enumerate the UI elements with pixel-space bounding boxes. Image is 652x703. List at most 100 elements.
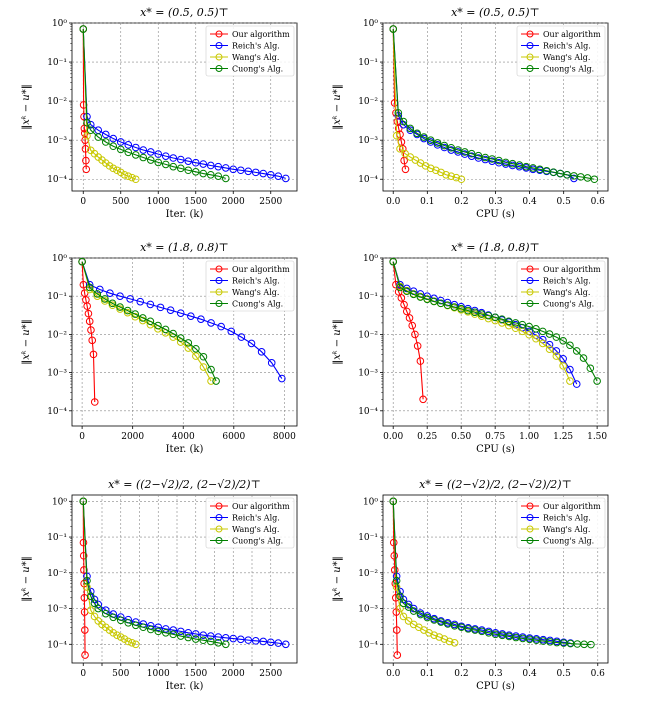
series-point [450,621,459,630]
series-point [450,639,459,647]
legend-swatch-marker [526,502,534,510]
series-line-4 [82,29,226,179]
series-point [259,169,268,178]
series-point [124,618,133,627]
y-tick-label: 10⁻¹ [358,533,378,543]
x-tick-label: 0 [79,432,85,442]
series-point [124,141,133,149]
series-point [191,158,200,167]
series-point [394,288,403,296]
x-tick-label: 0.00 [383,432,403,442]
series-point [90,398,99,406]
series-point [184,339,193,347]
series-point [498,315,506,323]
series-point [404,603,413,611]
legend-swatch-marker [526,42,534,49]
x-axis-label: Iter. (k) [166,444,204,455]
x-tick-label: 1.25 [553,432,573,442]
series-point [244,636,253,644]
legend-swatch-marker [215,30,223,38]
series-point [161,628,170,637]
series-point [124,637,133,646]
series-point [423,613,432,622]
series-point [146,148,155,156]
series-line-1 [82,501,86,656]
series-point [511,324,520,333]
series-point [394,109,403,117]
legend-box [205,260,295,312]
x-tick-label: 0.3 [488,197,503,207]
series-point [214,162,223,171]
series-point [154,627,163,636]
x-tick-label: 0.2 [454,197,468,207]
series-point [484,628,493,637]
y-axis-label: ‖xᵏ − u*‖ [332,84,343,129]
series-point [191,168,200,176]
series-point [440,141,449,150]
y-tick-label: 10⁰ [363,254,378,264]
series-point [404,617,413,625]
x-tick-label: 0.75 [485,432,505,442]
y-tick-label: 10⁻¹ [358,58,378,68]
chart-panel-2: 0.0 0.1 0.2 0.3 0.4 0.5 0.6 10⁻⁴ 10⁻³ 10⁻² 10⁻¹ 10⁰… [332,6,609,220]
series-point [138,316,147,325]
series-point [559,362,567,370]
y-tick-label: 10⁻² [47,330,67,340]
x-tick-label: 6000 [222,432,245,442]
legend-swatch-marker [526,525,534,533]
series-point [86,592,95,601]
series-point [566,365,574,374]
series-point [452,173,461,182]
series-point [131,175,140,184]
series-point [192,344,200,353]
legend-label: Reich's Alg. [543,42,591,51]
series-point [214,172,223,180]
series-point [96,285,104,294]
series-point [590,175,599,184]
series-point [120,635,129,643]
series-point [435,633,444,641]
series-point [221,164,230,172]
legend: Our algorithm Reich's Alg. Wang's Alg. Cuon… [205,497,295,549]
legend-label: Wang's Alg. [543,525,590,534]
series-point [191,635,200,643]
series-point [426,136,435,144]
series-group [79,25,290,184]
series-point [79,551,88,560]
series-point [176,334,185,342]
legend-label: Wang's Alg. [232,525,279,534]
series-point [154,623,163,632]
series-point [85,283,94,292]
series-point [187,312,195,320]
series-point [199,352,208,361]
series-point [390,551,399,560]
series-point [206,637,215,646]
series-group [78,258,286,406]
series-point [443,301,452,310]
series-point [109,134,118,143]
series-point [85,317,94,326]
series-point [191,630,200,638]
legend-swatch-marker [215,65,223,72]
x-tick-label: 500 [112,669,129,679]
y-tick-label: 10⁻³ [47,369,67,379]
series-point [184,157,193,165]
series-point [559,336,567,345]
series-point [413,129,421,138]
series-point [461,148,469,156]
series-point [399,612,408,621]
y-tick-label: 10⁻⁴ [47,640,67,650]
legend-swatch-marker [215,288,223,296]
series-point [229,634,238,643]
legend-label: Cuong's Alg. [543,537,594,546]
series-point [532,334,540,343]
series-point [109,164,118,173]
y-tick-label: 10⁻² [47,569,67,579]
series-point [399,599,408,608]
series-point [126,295,134,303]
series-point [511,319,520,327]
x-tick-label: 2000 [222,197,245,207]
chart-title: x* = (0.5, 0.5)⊤ [140,6,229,19]
x-tick-label: 0.4 [522,669,537,679]
legend-swatch-marker [526,265,534,273]
